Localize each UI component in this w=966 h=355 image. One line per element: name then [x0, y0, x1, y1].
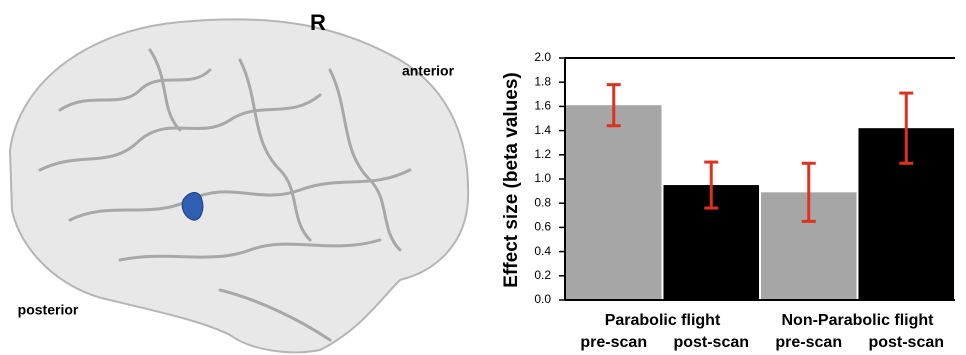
- y-tick-label: 2.0: [534, 50, 551, 64]
- y-axis-label: Effect size (beta values): [501, 72, 522, 287]
- bar: [566, 105, 662, 300]
- x-tick-label: post-scan: [673, 334, 749, 351]
- hemisphere-label: R: [310, 10, 326, 35]
- y-tick-label: 1.6: [534, 99, 551, 113]
- y-tick-label: 0.0: [534, 292, 551, 306]
- brain-illustration: [10, 19, 468, 352]
- x-tick-label: pre-scan: [775, 334, 842, 351]
- y-tick-label: 0.4: [534, 244, 551, 258]
- y-tick-label: 0.6: [534, 220, 551, 234]
- anterior-label: anterior: [402, 63, 455, 79]
- y-tick-label: 1.8: [534, 74, 551, 88]
- y-tick-label: 0.8: [534, 195, 551, 209]
- figure: R anterior posterior Effect size (beta v…: [0, 0, 966, 355]
- group-label: Parabolic flight: [605, 312, 721, 329]
- y-tick-label: 1.0: [534, 171, 551, 185]
- y-tick-label: 0.2: [534, 268, 551, 282]
- y-tick-label: 1.2: [534, 147, 551, 161]
- posterior-label: posterior: [18, 302, 79, 318]
- group-label: Non-Parabolic flight: [782, 312, 935, 329]
- x-tick-label: pre-scan: [580, 334, 647, 351]
- y-tick-label: 1.4: [534, 123, 551, 137]
- x-tick-label: post-scan: [868, 334, 944, 351]
